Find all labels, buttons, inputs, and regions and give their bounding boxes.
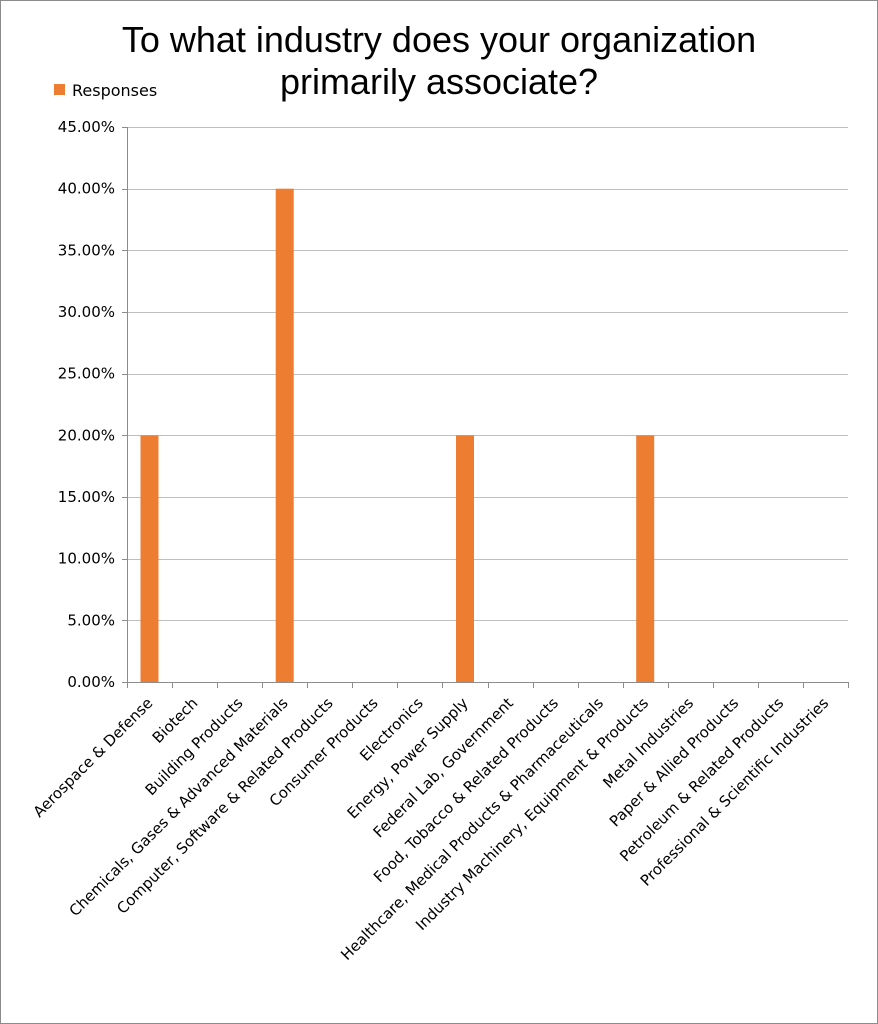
y-tick-label: 10.00% xyxy=(58,550,115,568)
y-tick-label: 45.00% xyxy=(58,118,115,136)
y-tick-label: 5.00% xyxy=(67,611,115,629)
y-tick-label: 25.00% xyxy=(58,365,115,383)
y-tick-label: 40.00% xyxy=(58,180,115,198)
x-category-label: Aerospace & Defense xyxy=(30,694,157,821)
chart-title: To what industry does your organization … xyxy=(122,19,756,102)
legend-label-responses: Responses xyxy=(72,81,157,100)
bars xyxy=(140,188,655,682)
bar-0 xyxy=(140,435,159,682)
y-tick-label: 35.00% xyxy=(58,241,115,259)
y-axis-tick-labels: 0.00% 5.00% 10.00% 15.00% 20.00% 25.00% 30.00%… xyxy=(58,118,115,691)
bar-11 xyxy=(636,435,655,682)
axes xyxy=(122,127,849,688)
bar-3 xyxy=(275,188,294,682)
legend-swatch-responses xyxy=(54,84,65,95)
chart-legend: Responses xyxy=(54,81,157,100)
chart-title-line-2: primarily associate? xyxy=(280,61,598,102)
y-tick-label: 0.00% xyxy=(67,673,115,691)
bar-7 xyxy=(456,435,474,682)
y-tick-label: 15.00% xyxy=(58,488,115,506)
gridlines xyxy=(127,127,848,621)
y-tick-label: 20.00% xyxy=(58,426,115,444)
y-tick-label: 30.00% xyxy=(58,303,115,321)
chart-title-line-1: To what industry does your organization xyxy=(122,19,756,60)
x-category-label: Petroleum & Related Products xyxy=(616,694,787,865)
